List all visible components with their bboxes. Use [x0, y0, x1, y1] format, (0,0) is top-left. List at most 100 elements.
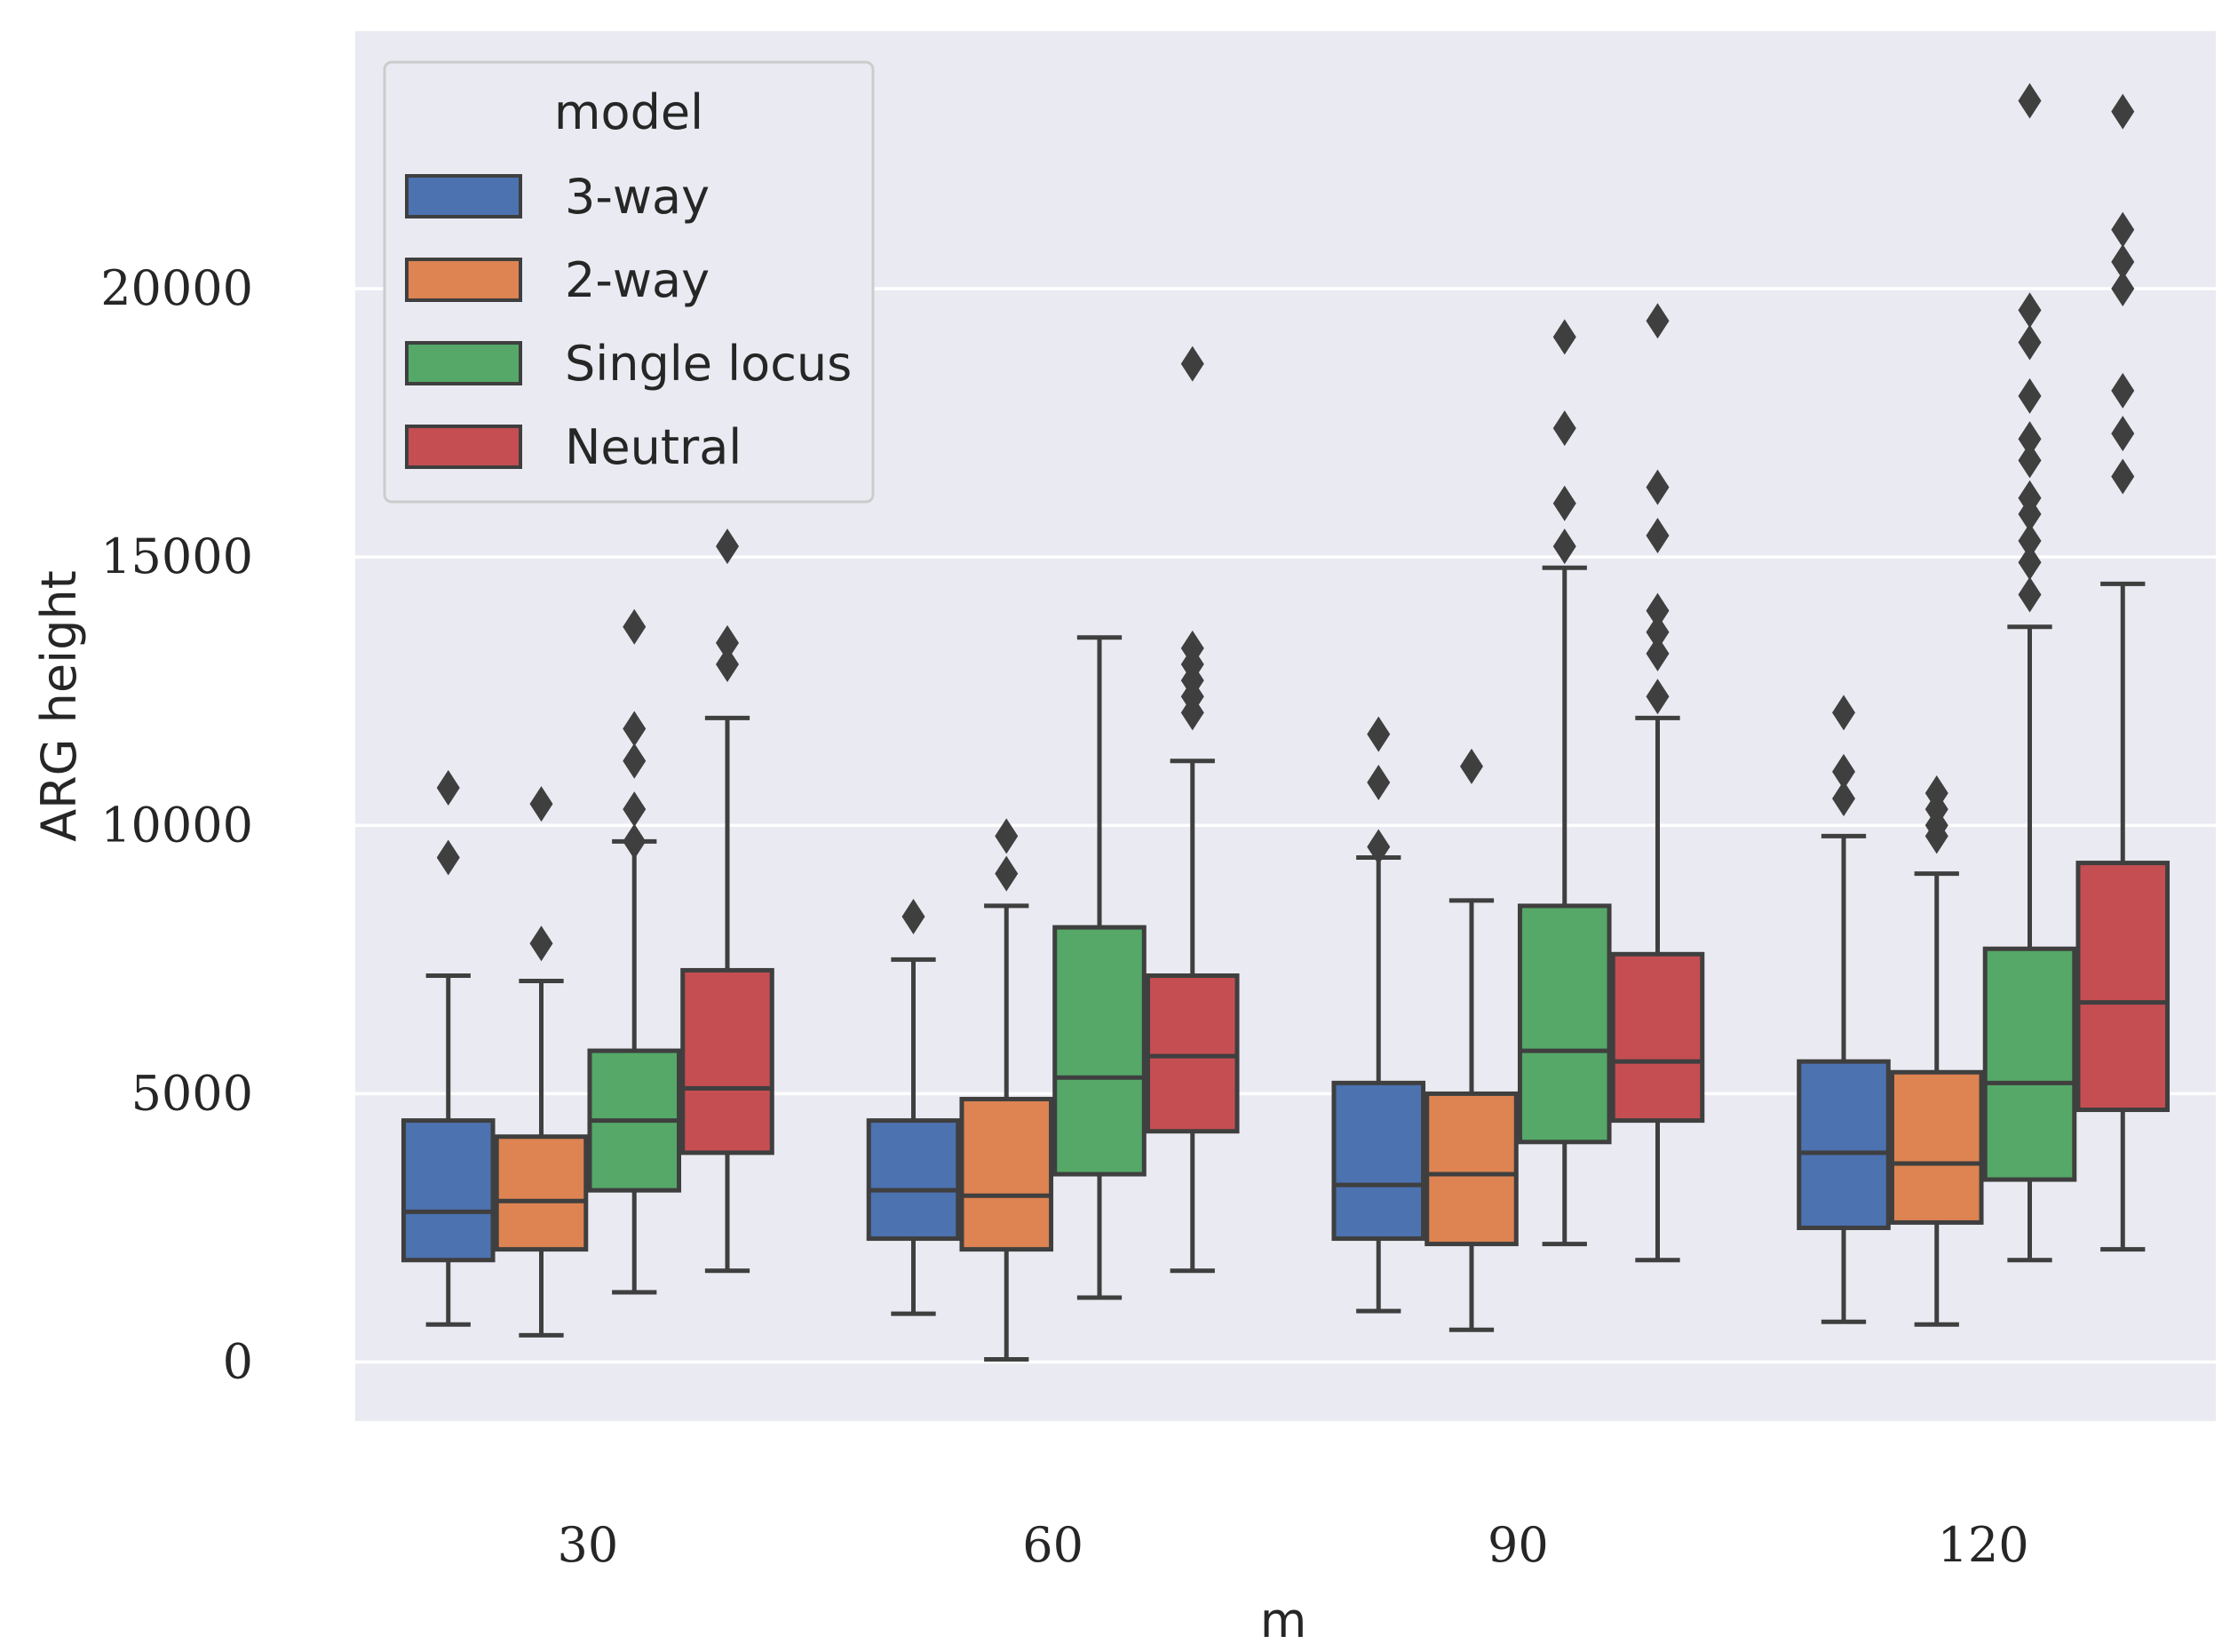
box-group — [1425, 748, 1519, 1332]
flier-point — [1180, 630, 1204, 666]
flier-point — [2018, 377, 2042, 414]
flier-point — [2111, 243, 2135, 280]
flier-point — [2018, 480, 2042, 516]
box — [1052, 925, 1147, 1177]
legend-label: Neutral — [565, 419, 742, 475]
flier-point — [1646, 679, 1670, 715]
box-group — [587, 608, 682, 1295]
flier-point — [2018, 576, 2042, 613]
flier-point — [2111, 458, 2135, 495]
flier-point — [901, 899, 925, 935]
box — [1517, 903, 1612, 1145]
box-group — [1331, 716, 1426, 1314]
y-tick-label: 15000 — [100, 528, 253, 584]
flier-point — [1552, 528, 1576, 565]
x-axis-label: m — [1260, 1592, 1307, 1648]
y-axis-label: ARG height — [31, 570, 87, 842]
flier-point — [623, 791, 647, 828]
x-tick-label: 30 — [558, 1517, 619, 1573]
legend-frame — [383, 60, 875, 504]
box — [866, 1118, 961, 1242]
y-tick-label: 5000 — [131, 1065, 253, 1121]
legend-swatch — [405, 425, 522, 469]
flier-point — [2018, 544, 2042, 581]
legend-swatch — [405, 258, 522, 302]
flier-point — [2018, 292, 2042, 329]
x-tick-labels: 30 60 90 120 — [558, 1517, 2029, 1573]
flier-point — [2018, 442, 2042, 479]
box — [401, 1118, 496, 1263]
flier-point — [716, 624, 739, 661]
y-tick-labels: 0 5000 10000 15000 20000 — [100, 260, 253, 1389]
boxes — [401, 83, 2171, 1362]
flier-point — [1832, 695, 1855, 731]
box — [680, 967, 774, 1156]
flier-point — [1646, 517, 1670, 553]
flier-point — [995, 818, 1019, 854]
box-group — [1052, 635, 1147, 1300]
box-group — [494, 786, 589, 1338]
legend-label: 3-way — [565, 169, 710, 225]
flier-point — [1367, 716, 1391, 752]
flier-point — [1552, 485, 1576, 521]
box-group — [1982, 83, 2077, 1263]
flier-point — [2111, 93, 2135, 130]
flier-point — [623, 608, 647, 645]
y-tick-label: 0 — [223, 1334, 253, 1390]
box-group — [2075, 93, 2171, 1252]
flier-point — [2018, 324, 2042, 361]
flier-point — [1460, 748, 1483, 784]
box — [1145, 973, 1240, 1134]
box — [1425, 1091, 1519, 1247]
flier-point — [716, 528, 739, 565]
y-tick-label: 10000 — [100, 797, 253, 853]
flier-point — [529, 925, 553, 962]
flier-point — [2111, 271, 2135, 307]
flier-point — [1832, 781, 1855, 817]
flier-point — [1646, 469, 1670, 505]
flier-point — [1367, 764, 1391, 800]
box-group — [1610, 303, 1705, 1263]
x-tick-label: 90 — [1488, 1517, 1549, 1573]
box — [1982, 946, 2077, 1182]
box-group — [1517, 319, 1612, 1247]
flier-point — [1180, 345, 1204, 382]
flier-point — [436, 769, 460, 806]
box-group — [680, 528, 774, 1274]
flier-point — [529, 786, 553, 822]
flier-point — [1552, 410, 1576, 447]
flier-point — [1646, 614, 1670, 650]
legend-items: 3-way 2-way Single locus Neutral — [405, 169, 852, 475]
x-tick-label: 120 — [1938, 1517, 2029, 1573]
flier-point — [1925, 775, 1948, 812]
flier-point — [1646, 303, 1670, 339]
flier-point — [1552, 319, 1576, 355]
legend-swatch — [405, 341, 522, 385]
flier-point — [995, 855, 1019, 892]
box-group — [401, 769, 496, 1327]
flier-point — [1367, 829, 1391, 865]
flier-point — [2111, 372, 2135, 409]
flier-point — [623, 823, 647, 860]
box-group — [959, 818, 1054, 1362]
box — [959, 1096, 1054, 1252]
box — [1889, 1069, 1984, 1225]
legend-label: 2-way — [565, 252, 710, 308]
flier-point — [2111, 211, 2135, 248]
flier-point — [2018, 83, 2042, 119]
box — [494, 1134, 589, 1252]
box — [2075, 861, 2171, 1113]
y-tick-label: 20000 — [100, 260, 253, 316]
box — [1331, 1080, 1426, 1242]
flier-point — [716, 647, 739, 683]
flier-point — [1646, 635, 1670, 671]
flier-point — [623, 743, 647, 779]
box — [1797, 1059, 1891, 1230]
box — [1610, 951, 1705, 1124]
flier-point — [2018, 523, 2042, 560]
flier-point — [2111, 416, 2135, 452]
box-group — [1145, 345, 1240, 1274]
box-group — [1797, 695, 1891, 1324]
box-group — [1889, 775, 1984, 1327]
